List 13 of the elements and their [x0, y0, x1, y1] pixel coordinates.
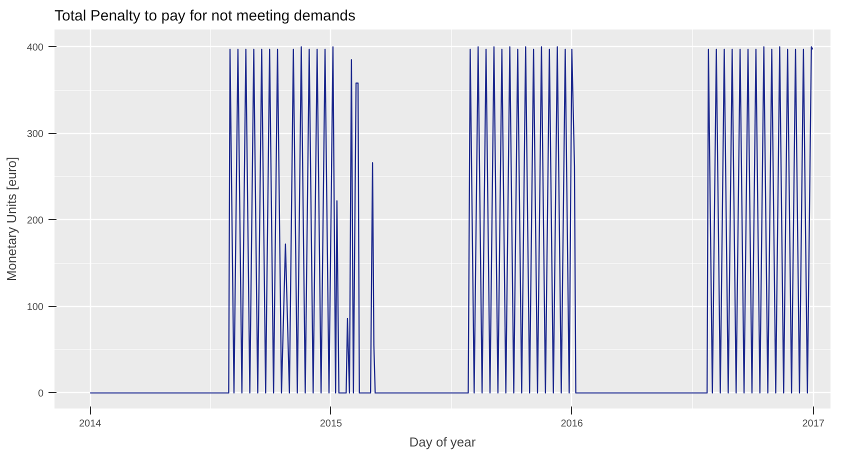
- x-axis-title: Day of year: [409, 434, 476, 450]
- y-tick-label: 100: [26, 302, 44, 313]
- y-tick-label: 300: [26, 128, 44, 140]
- line-series: [90, 46, 814, 394]
- chart-title: Total Penalty to pay for not meeting demands: [54, 8, 356, 24]
- y-tick-label: 400: [26, 42, 44, 54]
- x-tick-label: 2014: [79, 418, 102, 430]
- y-tick-label: 0: [38, 388, 44, 400]
- x-tick-label: 2017: [802, 418, 825, 430]
- x-tick-label: 2016: [560, 418, 584, 430]
- y-tick-label: 200: [26, 215, 44, 226]
- x-tick-label: 2015: [320, 418, 343, 430]
- y-axis-title: Monetary Units [euro]: [4, 156, 19, 282]
